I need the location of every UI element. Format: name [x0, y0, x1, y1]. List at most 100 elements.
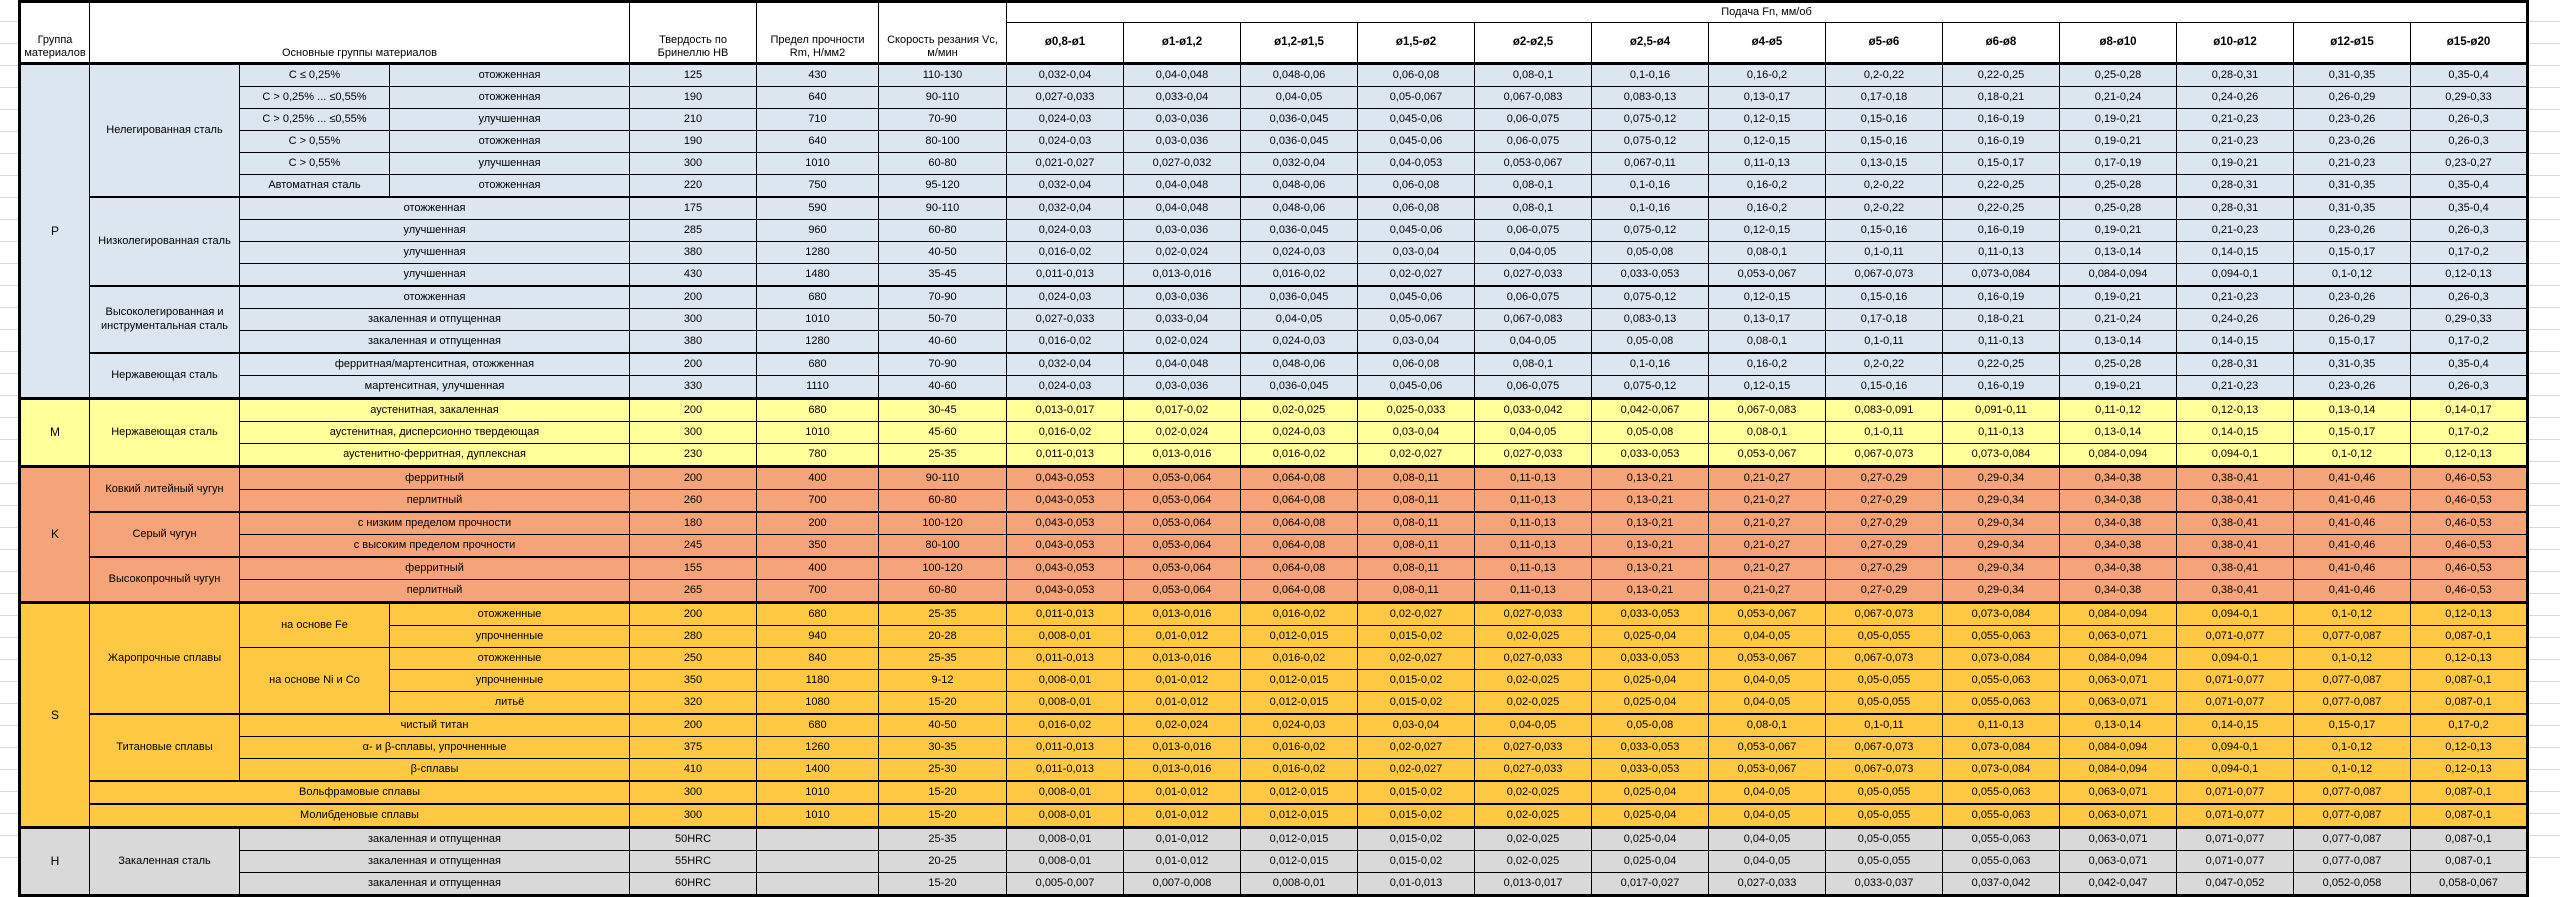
speed-cell[interactable]: 70-90 — [878, 285, 1007, 309]
feed-cell[interactable]: 0,015-0,02 — [1357, 826, 1475, 851]
speed-cell[interactable]: 95-120 — [878, 174, 1007, 198]
strength-cell[interactable]: 700 — [756, 489, 879, 513]
feed-cell[interactable]: 0,04-0,048 — [1123, 62, 1241, 87]
feed-cell[interactable]: 0,2-0,22 — [1825, 196, 1943, 220]
feed-cell[interactable]: 0,048-0,06 — [1240, 62, 1358, 87]
feed-cell[interactable]: 0,03-0,036 — [1123, 108, 1241, 131]
feed-cell[interactable]: 0,055-0,063 — [1942, 691, 2060, 715]
feed-cell[interactable]: 0,087-0,1 — [2409, 625, 2529, 648]
feed-cell[interactable]: 0,067-0,073 — [1825, 601, 1943, 626]
strength-cell[interactable]: 940 — [756, 625, 879, 648]
condition-cell[interactable]: закаленная и отпущенная — [239, 850, 630, 873]
feed-cell[interactable]: 0,005-0,007 — [1006, 872, 1124, 896]
feed-cell[interactable]: 0,34-0,38 — [2059, 465, 2177, 490]
feed-cell[interactable]: 0,045-0,06 — [1357, 130, 1475, 153]
spec-cell[interactable]: C > 0,25% ... ≤0,55% — [239, 86, 390, 109]
feed-cell[interactable]: 0,21-0,23 — [2176, 108, 2294, 131]
speed-cell[interactable]: 60-80 — [878, 152, 1007, 175]
condition-cell[interactable]: улучшенная — [239, 219, 630, 242]
feed-cell[interactable]: 0,21-0,27 — [1708, 489, 1826, 513]
feed-cell[interactable]: 0,013-0,016 — [1123, 601, 1241, 626]
feed-cell[interactable]: 0,06-0,08 — [1357, 62, 1475, 87]
feed-cell[interactable]: 0,013-0,017 — [1474, 872, 1592, 896]
feed-cell[interactable]: 0,025-0,033 — [1357, 397, 1475, 422]
feed-cell[interactable]: 0,41-0,46 — [2293, 511, 2411, 535]
feed-cell[interactable]: 0,033-0,037 — [1825, 872, 1943, 896]
feed-cell[interactable]: 0,042-0,067 — [1591, 397, 1709, 422]
feed-cell[interactable]: 0,05-0,055 — [1825, 780, 1943, 805]
feed-cell[interactable]: 0,055-0,063 — [1942, 780, 2060, 805]
feed-cell[interactable]: 0,083-0,091 — [1825, 397, 1943, 422]
feed-cell[interactable]: 0,17-0,19 — [2059, 152, 2177, 175]
feed-cell[interactable]: 0,053-0,064 — [1123, 465, 1241, 490]
feed-cell[interactable]: 0,084-0,094 — [2059, 647, 2177, 670]
feed-cell[interactable]: 0,063-0,071 — [2059, 625, 2177, 648]
feed-cell[interactable]: 0,27-0,29 — [1825, 511, 1943, 535]
feed-cell[interactable]: 0,067-0,083 — [1708, 397, 1826, 422]
feed-cell[interactable]: 0,06-0,075 — [1474, 130, 1592, 153]
feed-cell[interactable]: 0,17-0,2 — [2409, 421, 2529, 444]
strength-cell[interactable]: 1280 — [756, 241, 879, 264]
feed-cell[interactable]: 0,02-0,027 — [1357, 758, 1475, 782]
feed-cell[interactable]: 0,08-0,11 — [1357, 579, 1475, 603]
group-letter-cell[interactable]: P — [19, 62, 90, 399]
feed-cell[interactable]: 0,15-0,17 — [2293, 421, 2411, 444]
feed-cell[interactable]: 0,087-0,1 — [2409, 780, 2529, 805]
feed-cell[interactable]: 0,032-0,04 — [1006, 352, 1124, 376]
feed-cell[interactable]: 0,04-0,05 — [1474, 330, 1592, 354]
material-label-cell[interactable]: Высокопрочный чугун — [89, 556, 240, 603]
feed-cell[interactable]: 0,033-0,04 — [1123, 86, 1241, 109]
strength-cell[interactable]: 840 — [756, 647, 879, 670]
feed-cell[interactable]: 0,08-0,1 — [1708, 421, 1826, 444]
speed-cell[interactable]: 15-20 — [878, 691, 1007, 715]
feed-cell[interactable]: 0,071-0,077 — [2176, 669, 2294, 692]
feed-cell[interactable]: 0,21-0,23 — [2176, 375, 2294, 399]
strength-cell[interactable]: 400 — [756, 556, 879, 580]
speed-cell[interactable]: 30-45 — [878, 397, 1007, 422]
feed-cell[interactable]: 0,084-0,094 — [2059, 758, 2177, 782]
feed-cell[interactable]: 0,063-0,071 — [2059, 826, 2177, 851]
feed-cell[interactable]: 0,1-0,12 — [2293, 443, 2411, 467]
strength-cell[interactable] — [756, 850, 879, 873]
feed-cell[interactable]: 0,064-0,08 — [1240, 511, 1358, 535]
speed-cell[interactable]: 40-50 — [878, 713, 1007, 737]
feed-cell[interactable]: 0,02-0,025 — [1474, 803, 1592, 828]
feed-cell[interactable]: 0,043-0,053 — [1006, 465, 1124, 490]
feed-diameter-header[interactable]: ø4-ø5 — [1708, 22, 1826, 65]
strength-cell[interactable]: 1280 — [756, 330, 879, 354]
feed-cell[interactable]: 0,053-0,067 — [1708, 736, 1826, 759]
speed-cell[interactable]: 9-12 — [878, 669, 1007, 692]
feed-cell[interactable]: 0,071-0,077 — [2176, 780, 2294, 805]
feed-cell[interactable]: 0,008-0,01 — [1006, 669, 1124, 692]
feed-cell[interactable]: 0,06-0,075 — [1474, 108, 1592, 131]
strength-cell[interactable]: 640 — [756, 86, 879, 109]
feed-cell[interactable]: 0,016-0,02 — [1240, 263, 1358, 287]
strength-cell[interactable] — [756, 826, 879, 851]
feed-cell[interactable]: 0,17-0,18 — [1825, 86, 1943, 109]
feed-cell[interactable]: 0,077-0,087 — [2293, 625, 2411, 648]
feed-cell[interactable]: 0,13-0,14 — [2293, 397, 2411, 422]
condition-cell[interactable]: улучшенная — [389, 108, 630, 131]
feed-cell[interactable]: 0,38-0,41 — [2176, 465, 2294, 490]
feed-cell[interactable]: 0,055-0,063 — [1942, 625, 2060, 648]
feed-cell[interactable]: 0,016-0,02 — [1240, 601, 1358, 626]
feed-cell[interactable]: 0,027-0,033 — [1474, 758, 1592, 782]
feed-cell[interactable]: 0,055-0,063 — [1942, 803, 2060, 828]
feed-cell[interactable]: 0,053-0,067 — [1708, 647, 1826, 670]
condition-cell[interactable]: α- и β-сплавы, упрочненные — [239, 736, 630, 759]
feed-cell[interactable]: 0,22-0,25 — [1942, 196, 2060, 220]
hardness-cell[interactable]: 200 — [629, 285, 757, 309]
feed-cell[interactable]: 0,011-0,013 — [1006, 263, 1124, 287]
hardness-cell[interactable]: 300 — [629, 308, 757, 331]
strength-cell[interactable]: 1080 — [756, 691, 879, 715]
feed-cell[interactable]: 0,21-0,27 — [1708, 556, 1826, 580]
speed-cell[interactable]: 70-90 — [878, 108, 1007, 131]
condition-cell[interactable]: отожженная — [239, 196, 630, 220]
feed-cell[interactable]: 0,025-0,04 — [1591, 780, 1709, 805]
hardness-cell[interactable]: 60HRC — [629, 872, 757, 896]
condition-cell[interactable]: ферритная/мартенситная, отожженная — [239, 352, 630, 376]
feed-cell[interactable]: 0,15-0,16 — [1825, 130, 1943, 153]
feed-cell[interactable]: 0,1-0,12 — [2293, 601, 2411, 626]
feed-cell[interactable]: 0,04-0,05 — [1474, 421, 1592, 444]
feed-cell[interactable]: 0,08-0,11 — [1357, 465, 1475, 490]
